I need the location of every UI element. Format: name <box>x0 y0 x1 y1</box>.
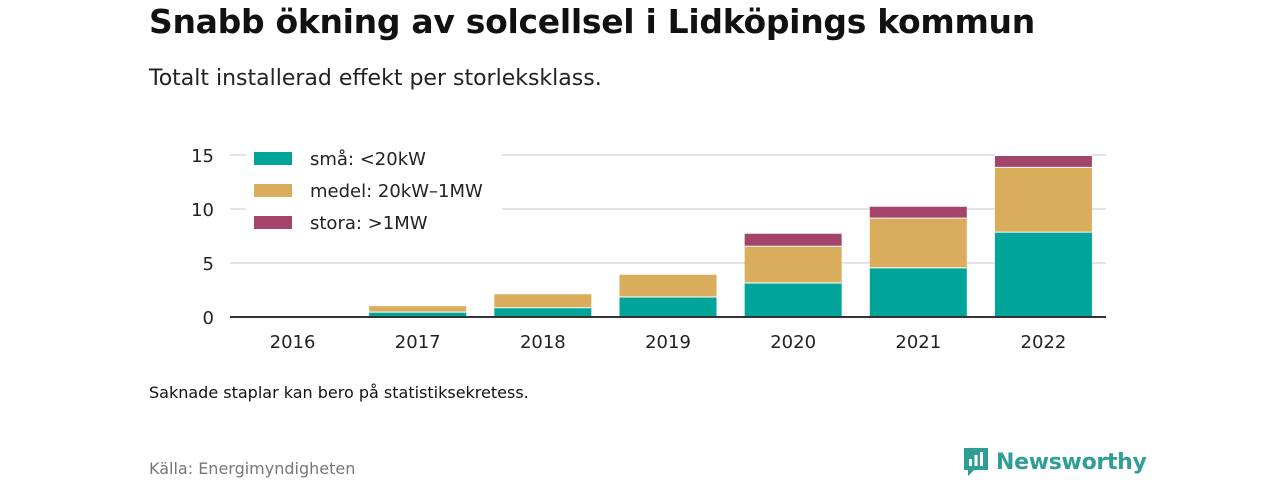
bar-2018-series-0 <box>494 307 592 317</box>
y-tick-label: 5 <box>203 254 214 275</box>
y-tick-label: 0 <box>203 308 214 329</box>
bar-2020-series-1 <box>744 245 842 283</box>
x-tick-label: 2022 <box>1021 332 1067 353</box>
legend: små: <20kW medel: 20kW–1MW stora: >1MW <box>246 140 502 240</box>
x-tick-label: 2020 <box>770 332 816 353</box>
y-tick-label: 10 <box>191 200 214 221</box>
legend-label-1: medel: 20kW–1MW <box>310 181 483 202</box>
y-tick-label: 15 <box>191 146 214 167</box>
axes: 0 5 10 15 2016 2017 2018 2019 2020 2021 2022 <box>191 146 1106 353</box>
chart-subtitle: Totalt installerad effekt per storlekskl… <box>149 66 602 91</box>
bar-2018-series-1 <box>494 293 592 308</box>
newsworthy-logo-icon <box>964 448 988 476</box>
brand-logo: Newsworthy <box>962 446 1147 478</box>
legend-swatch-1 <box>254 184 292 197</box>
bar-2021-series-0 <box>869 267 967 317</box>
bar-2020-series-0 <box>744 282 842 317</box>
source-text: Källa: Energimyndigheten <box>149 459 356 478</box>
legend-label-0: små: <20kW <box>310 149 426 170</box>
legend-swatch-2 <box>254 216 292 229</box>
bar-2017-series-0 <box>369 311 467 317</box>
x-tick-label: 2021 <box>895 332 941 353</box>
bar-2017-series-1 <box>369 305 467 312</box>
legend-label-2: stora: >1MW <box>310 213 428 234</box>
x-tick-label: 2018 <box>520 332 566 353</box>
bar-2022-series-1 <box>994 166 1092 232</box>
bar-2021-series-2 <box>869 205 967 218</box>
x-tick-label: 2017 <box>395 332 441 353</box>
x-tick-label: 2016 <box>270 332 316 353</box>
x-tick-label: 2019 <box>645 332 691 353</box>
bar-2021-series-1 <box>869 217 967 268</box>
bars <box>244 154 1092 317</box>
bar-2019-series-1 <box>619 273 717 297</box>
bar-2019-series-0 <box>619 296 717 317</box>
bar-2022-series-2 <box>994 155 1092 167</box>
legend-swatch-0 <box>254 152 292 165</box>
bar-2022-series-0 <box>994 231 1092 317</box>
footnote: Saknade staplar kan bero på statistiksek… <box>149 383 529 402</box>
chart-title: Snabb ökning av solcellsel i Lidköpings … <box>149 2 1035 41</box>
brand-name: Newsworthy <box>996 449 1147 475</box>
bar-2020-series-2 <box>744 232 842 246</box>
